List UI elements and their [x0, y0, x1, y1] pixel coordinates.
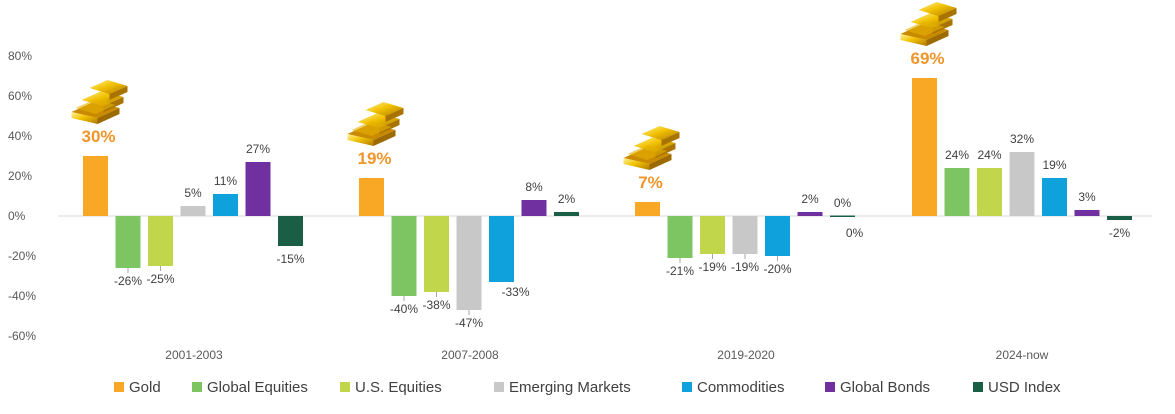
category-label: 2024-now: [996, 348, 1049, 362]
legend-swatch: [494, 382, 504, 392]
legend-label: USD Index: [988, 379, 1061, 396]
legend-label: Global Bonds: [840, 379, 930, 396]
gold-bars-icon: [347, 102, 404, 146]
legend-label: Gold: [129, 379, 161, 396]
gold-data-label: 30%: [81, 127, 115, 146]
gold-data-label: 69%: [910, 49, 944, 68]
data-labels: 30% -26% -25% 5% 11% 27% -15% 19% -40% -38% -47% -3…: [81, 49, 1130, 330]
x-axis-categories: 2001-2003 2007-2008 2019-2020 2024-now: [165, 348, 1048, 362]
data-label: -2%: [1109, 226, 1131, 240]
data-label: 11%: [214, 174, 237, 188]
gold-bars-icons: [71, 2, 957, 170]
y-tick-label: -40%: [8, 289, 36, 303]
legend-swatch: [192, 382, 202, 392]
data-label: 19%: [1042, 158, 1066, 172]
legend-label: Global Equities: [207, 379, 308, 396]
bar-emerging-markets: [180, 206, 206, 216]
bar-usd-index: [830, 215, 855, 217]
bar-commodities: [213, 194, 238, 216]
bar-commodities: [1042, 178, 1067, 216]
gold-bars-icon: [900, 2, 957, 46]
data-label: 27%: [246, 142, 270, 156]
data-label: 8%: [525, 180, 543, 194]
bar-gold: [635, 202, 660, 216]
bar-global-bonds: [797, 212, 823, 216]
data-label: 3%: [1078, 190, 1096, 204]
data-label: -15%: [276, 252, 304, 266]
y-tick-label: -60%: [8, 329, 36, 343]
y-tick-label: 40%: [8, 129, 32, 143]
data-label: 24%: [977, 148, 1001, 162]
bar-global-equities: [667, 216, 693, 258]
y-tick-label: 20%: [8, 169, 32, 183]
data-label: -19%: [698, 260, 726, 274]
bar-usd-index: [278, 216, 303, 246]
bar-global-equities: [944, 168, 970, 216]
legend-label: Emerging Markets: [509, 379, 631, 396]
data-label: 0%: [846, 226, 864, 240]
bar-u-s-equities: [148, 216, 173, 266]
bar-u-s-equities: [424, 216, 449, 292]
bar-emerging-markets: [456, 216, 482, 310]
data-label: -20%: [763, 262, 791, 276]
data-label: -40%: [390, 302, 418, 316]
bar-gold: [912, 78, 937, 216]
legend-label: U.S. Equities: [355, 379, 442, 396]
data-label: 0%: [834, 196, 852, 210]
gold-bars-icon: [623, 126, 680, 170]
data-label: 5%: [184, 186, 202, 200]
y-tick-label: -20%: [8, 249, 36, 263]
bar-global-equities: [391, 216, 417, 296]
y-tick-label: 0%: [8, 209, 26, 223]
category-label: 2001-2003: [165, 348, 223, 362]
data-label: -47%: [455, 316, 483, 330]
legend-swatch: [825, 382, 835, 392]
y-tick-label: 60%: [8, 89, 32, 103]
data-label: -19%: [731, 260, 759, 274]
bar-gold: [83, 156, 108, 216]
legend-swatch: [340, 382, 350, 392]
y-tick-label: 80%: [8, 49, 32, 63]
bar-usd-index: [554, 212, 579, 216]
bar-u-s-equities: [700, 216, 725, 254]
bar-emerging-markets: [1009, 152, 1035, 216]
bar-usd-index: [1107, 216, 1132, 220]
legend-swatch: [682, 382, 692, 392]
bar-commodities: [765, 216, 790, 256]
bar-commodities: [489, 216, 514, 282]
bar-emerging-markets: [732, 216, 758, 254]
data-label: -25%: [146, 272, 174, 286]
data-label: 2%: [558, 192, 576, 206]
data-label: -21%: [666, 264, 694, 278]
bar-global-bonds: [245, 162, 271, 216]
y-axis: 80% 60% 40% 20% 0% -20% -40% -60%: [8, 49, 36, 343]
bar-global-equities: [115, 216, 141, 268]
legend: Gold Global Equities U.S. Equities Emerging…: [114, 379, 1061, 396]
data-label: -38%: [422, 298, 450, 312]
bar-global-bonds: [1074, 210, 1100, 216]
data-label: 32%: [1010, 132, 1034, 146]
gold-data-label: 19%: [357, 149, 391, 168]
data-label: -26%: [114, 274, 142, 288]
bar-u-s-equities: [977, 168, 1002, 216]
bars: [83, 78, 1132, 310]
bar-gold: [359, 178, 384, 216]
data-label: 2%: [801, 192, 819, 206]
bar-global-bonds: [521, 200, 547, 216]
category-label: 2007-2008: [441, 348, 499, 362]
category-label: 2019-2020: [717, 348, 775, 362]
legend-swatch: [114, 382, 124, 392]
gold-data-label: 7%: [638, 173, 663, 192]
data-label: 24%: [945, 148, 969, 162]
gold-bars-icon: [71, 80, 128, 124]
legend-label: Commodities: [697, 379, 785, 396]
legend-swatch: [973, 382, 983, 392]
data-label: -33%: [501, 285, 529, 299]
